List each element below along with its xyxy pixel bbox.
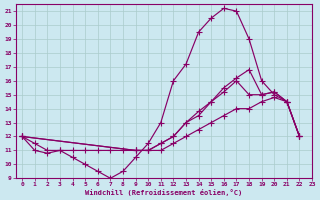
X-axis label: Windchill (Refroidissement éolien,°C): Windchill (Refroidissement éolien,°C) [85,189,243,196]
